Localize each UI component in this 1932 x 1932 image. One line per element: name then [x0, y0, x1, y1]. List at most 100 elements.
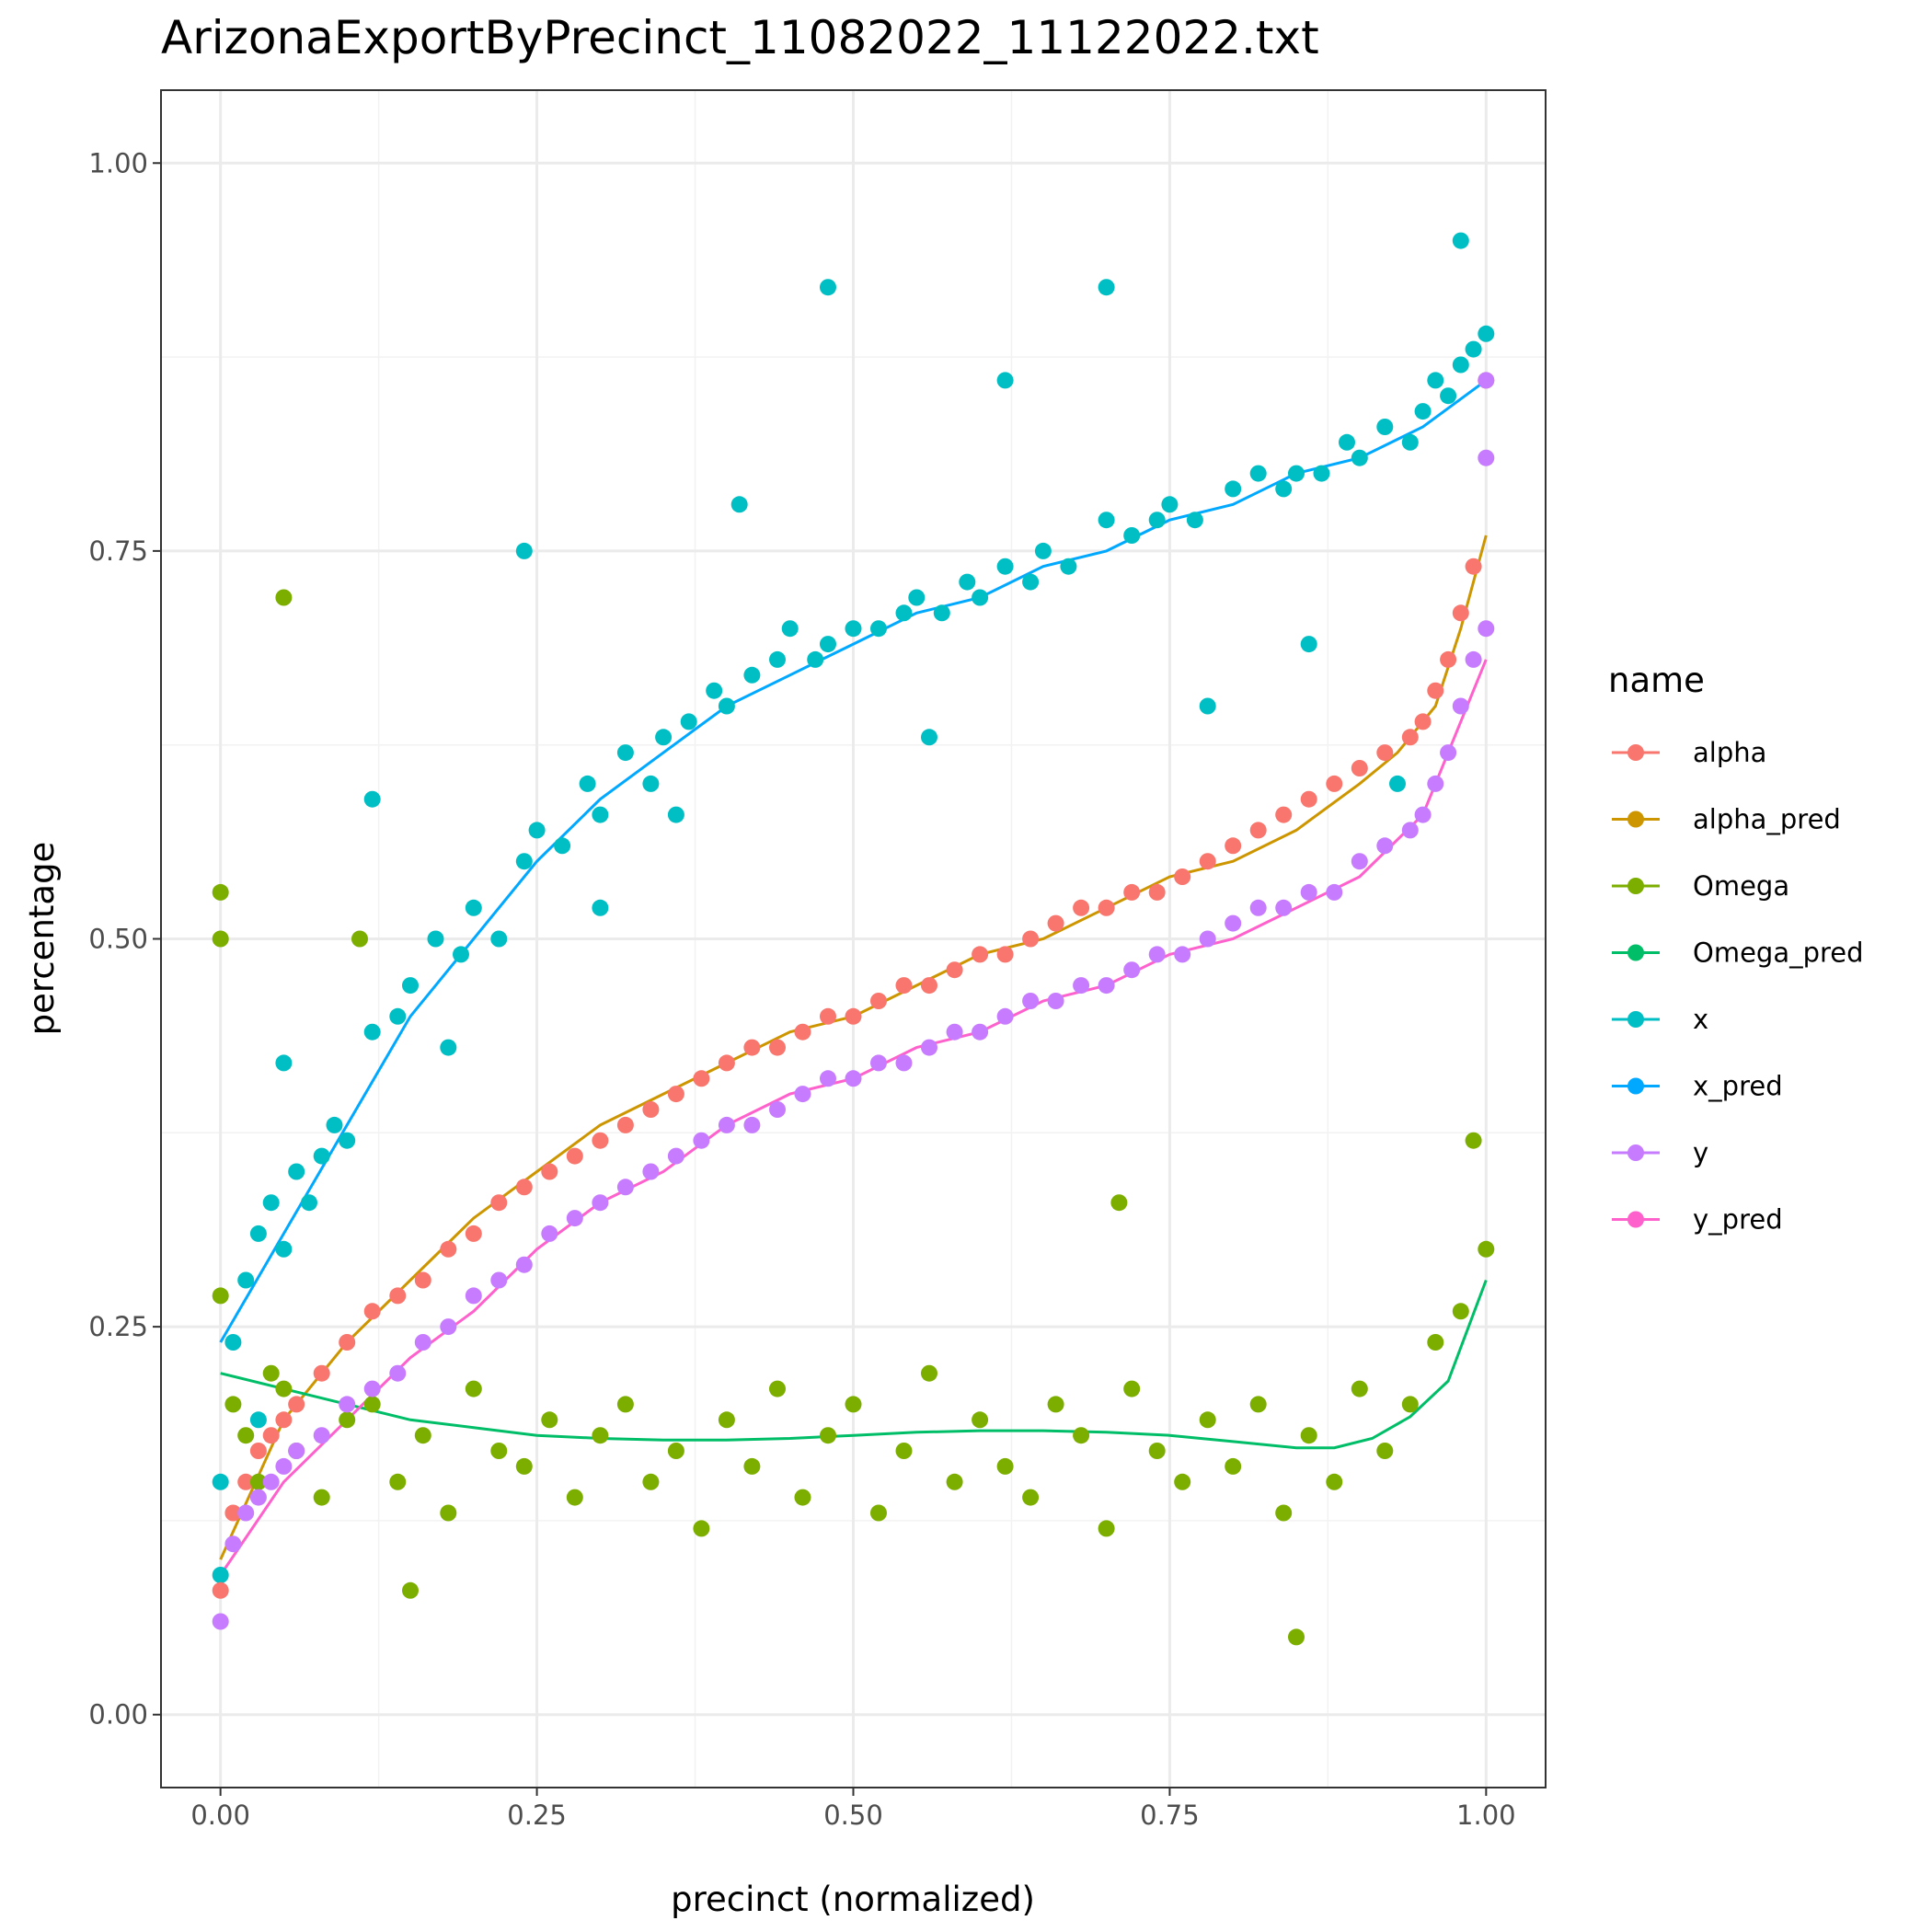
point-x — [453, 946, 469, 963]
point-alpha — [1427, 682, 1444, 699]
point-alpha — [237, 1473, 255, 1490]
point-x — [262, 1194, 280, 1212]
point-alpha — [1452, 604, 1469, 622]
point-alpha — [616, 1116, 634, 1133]
point-Omega — [440, 1504, 457, 1522]
point-y — [1225, 914, 1242, 932]
point-x — [1300, 636, 1317, 653]
point-y — [794, 1086, 811, 1103]
point-alpha — [224, 1504, 242, 1522]
point-x — [1427, 372, 1444, 389]
point-y — [363, 1380, 381, 1397]
point-Omega — [895, 1443, 913, 1459]
point-alpha — [389, 1287, 407, 1305]
point-alpha — [1300, 790, 1317, 808]
point-x — [1414, 403, 1432, 420]
point-alpha — [769, 1039, 786, 1056]
point-x — [820, 279, 836, 296]
point-alpha — [249, 1443, 267, 1459]
point-alpha — [1098, 899, 1115, 916]
point-x — [933, 604, 950, 622]
legend-key-point — [1627, 1077, 1644, 1095]
point-x — [769, 650, 786, 668]
point-x — [275, 1054, 293, 1072]
point-Omega — [339, 1411, 356, 1429]
point-y — [490, 1271, 508, 1289]
point-y — [1300, 883, 1317, 901]
point-y — [718, 1116, 735, 1133]
point-y — [1098, 977, 1115, 995]
legend-label: Omega_pred — [1693, 937, 1864, 969]
point-Omega — [1401, 1396, 1419, 1413]
point-Omega — [1249, 1396, 1267, 1413]
point-Omega — [870, 1504, 887, 1522]
point-Omega — [1275, 1504, 1293, 1522]
x-axis-title: precinct (normalized) — [671, 1880, 1035, 1919]
point-x — [1313, 465, 1330, 482]
point-alpha — [845, 1007, 862, 1025]
legend-item-x: x — [1612, 1004, 1708, 1035]
point-y — [465, 1287, 482, 1305]
point-Omega — [515, 1457, 533, 1475]
point-Omega — [743, 1457, 761, 1475]
series-line-alpha_pred — [219, 535, 1488, 1560]
point-Omega — [402, 1581, 419, 1599]
point-x — [592, 899, 609, 916]
point-alpha — [288, 1396, 305, 1413]
point-Omega — [1199, 1411, 1216, 1429]
point-x — [1060, 558, 1077, 575]
point-y — [1478, 620, 1495, 638]
point-x — [592, 806, 609, 823]
point-Omega — [212, 930, 229, 948]
point-x — [820, 636, 836, 653]
grid-lines — [161, 90, 1546, 1788]
point-x — [1034, 542, 1052, 559]
point-alpha — [1465, 558, 1482, 575]
point-y — [1376, 837, 1394, 855]
point-alpha — [1174, 868, 1191, 885]
point-Omega — [212, 1287, 229, 1305]
point-x — [1199, 697, 1216, 715]
point-x — [667, 806, 684, 823]
point-Omega — [224, 1396, 242, 1413]
point-x — [1098, 512, 1115, 529]
y-axis-ticks: 0.00 0.25 0.50 0.75 1.00 — [88, 147, 161, 1731]
legend-item-x_pred: x_pred — [1612, 1071, 1783, 1102]
point-Omega — [249, 1473, 267, 1490]
point-Omega — [363, 1396, 381, 1413]
point-y — [921, 1039, 937, 1056]
point-x — [465, 899, 482, 916]
point-Omega — [921, 1364, 937, 1382]
point-y — [1465, 650, 1482, 668]
point-x — [718, 697, 735, 715]
point-Omega — [313, 1489, 330, 1506]
point-x — [490, 930, 508, 948]
x-tick-label: 0.00 — [190, 1800, 250, 1831]
point-x — [996, 372, 1014, 389]
point-alpha — [1047, 914, 1064, 932]
chart-title: ArizonaExportByPrecinct_11082022_1112202… — [161, 11, 1319, 64]
point-alpha — [414, 1271, 431, 1289]
point-Omega — [566, 1489, 583, 1506]
series-line-Omega_pred — [220, 1279, 1488, 1450]
point-Omega — [1148, 1443, 1166, 1459]
point-x — [959, 573, 976, 591]
point-alpha — [1123, 883, 1141, 901]
point-Omega — [1351, 1380, 1368, 1397]
legend-label: y_pred — [1693, 1204, 1783, 1236]
point-x — [313, 1147, 330, 1165]
legend-item-y: y — [1612, 1137, 1708, 1168]
point-x — [440, 1039, 457, 1056]
point-Omega — [1465, 1132, 1482, 1149]
point-x — [996, 558, 1014, 575]
point-Omega — [845, 1396, 862, 1413]
point-alpha — [642, 1101, 660, 1118]
x-tick-label: 1.00 — [1456, 1800, 1516, 1831]
point-x — [515, 542, 533, 559]
point-x — [680, 713, 697, 730]
legend-item-y_pred: y_pred — [1612, 1204, 1783, 1236]
point-alpha — [996, 946, 1014, 963]
point-x — [1351, 449, 1368, 466]
point-Omega — [1174, 1473, 1191, 1490]
point-x — [579, 775, 596, 792]
